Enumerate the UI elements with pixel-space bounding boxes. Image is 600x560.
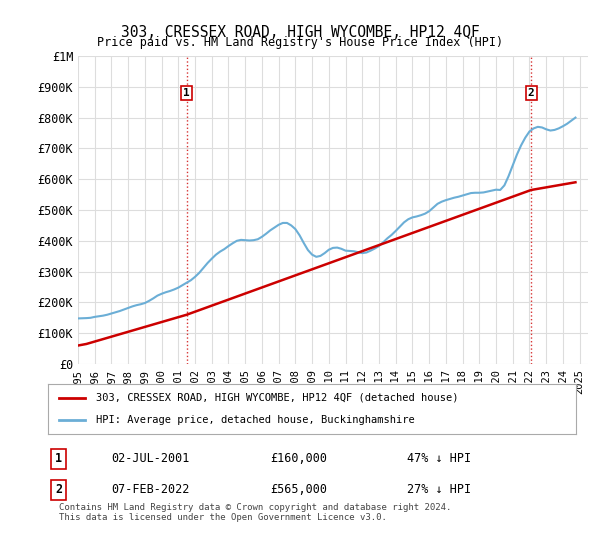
Text: HPI: Average price, detached house, Buckinghamshire: HPI: Average price, detached house, Buck…: [95, 415, 414, 425]
Text: 07-FEB-2022: 07-FEB-2022: [112, 483, 190, 497]
Text: 47% ↓ HPI: 47% ↓ HPI: [407, 452, 471, 465]
Text: 27% ↓ HPI: 27% ↓ HPI: [407, 483, 471, 497]
Text: £160,000: £160,000: [270, 452, 327, 465]
Text: 1: 1: [55, 452, 62, 465]
Text: 303, CRESSEX ROAD, HIGH WYCOMBE, HP12 4QF: 303, CRESSEX ROAD, HIGH WYCOMBE, HP12 4Q…: [121, 25, 479, 40]
Text: Price paid vs. HM Land Registry's House Price Index (HPI): Price paid vs. HM Land Registry's House …: [97, 36, 503, 49]
Text: 2: 2: [55, 483, 62, 497]
Text: 303, CRESSEX ROAD, HIGH WYCOMBE, HP12 4QF (detached house): 303, CRESSEX ROAD, HIGH WYCOMBE, HP12 4Q…: [95, 393, 458, 403]
Text: Contains HM Land Registry data © Crown copyright and database right 2024.
This d: Contains HM Land Registry data © Crown c…: [59, 503, 451, 522]
Text: 1: 1: [184, 88, 190, 98]
Text: £565,000: £565,000: [270, 483, 327, 497]
Text: 2: 2: [528, 88, 535, 98]
Text: 02-JUL-2001: 02-JUL-2001: [112, 452, 190, 465]
